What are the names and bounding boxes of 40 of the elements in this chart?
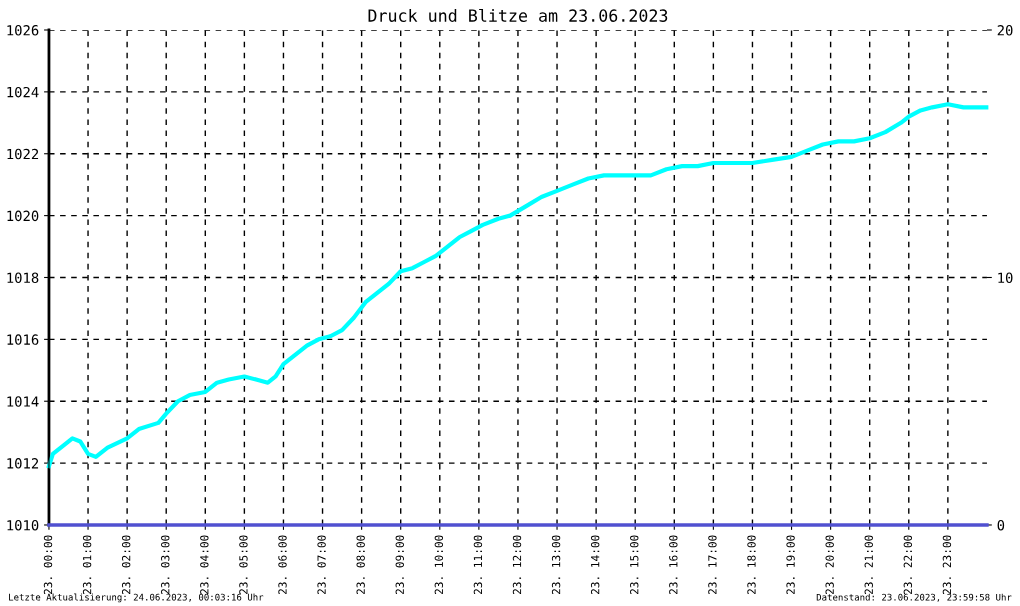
x-tick-label: 23. 13:00 bbox=[551, 535, 561, 595]
y2-tick-label: 10 bbox=[998, 272, 1013, 283]
chart-title: Druck und Blitze am 23.06.2023 bbox=[368, 8, 668, 22]
x-tick-label: 23. 03:00 bbox=[161, 535, 170, 595]
x-tick-label: 23. 11:00 bbox=[473, 535, 483, 595]
x-tick-label: 23. 22:00 bbox=[903, 535, 913, 595]
x-tick-label: 23. 15:00 bbox=[630, 535, 639, 595]
x-tick-label: 23. 18:00 bbox=[747, 535, 756, 595]
x-tick-label: 23. 00:00 bbox=[43, 535, 53, 595]
x-tick-label: 23. 02:00 bbox=[121, 535, 131, 595]
x-tick-label: 23. 01:00 bbox=[82, 535, 92, 595]
y-tick-label: 1012 bbox=[7, 458, 39, 469]
y-tick-label: 1026 bbox=[7, 25, 39, 36]
x-tick-label: 23. 16:00 bbox=[669, 535, 678, 595]
x-tick-label: 23. 14:00 bbox=[590, 535, 600, 595]
x-tick-label: 23. 04:00 bbox=[200, 535, 209, 595]
x-tick-label: 23. 08:00 bbox=[356, 535, 365, 595]
x-tick-label: 23. 09:00 bbox=[395, 535, 404, 595]
y-tick-label: 1022 bbox=[7, 148, 39, 160]
y-tick-label: 1016 bbox=[7, 334, 39, 345]
x-tick-label: 23. 10:00 bbox=[434, 535, 444, 595]
x-tick-label: 23. 19:00 bbox=[786, 535, 795, 595]
x-tick-label: 23. 20:00 bbox=[825, 535, 834, 595]
x-tick-label: 23. 06:00 bbox=[278, 535, 287, 595]
y2-tick-label: 0 bbox=[997, 519, 1005, 531]
y-tick-label: 1020 bbox=[7, 210, 39, 222]
x-tick-label: 23. 21:00 bbox=[864, 535, 873, 595]
x-tick-label: 23. 23:00 bbox=[942, 535, 952, 595]
y-tick-label: 1018 bbox=[7, 272, 39, 283]
x-tick-label: 23. 07:00 bbox=[317, 535, 326, 595]
y-tick-label: 1010 bbox=[7, 519, 39, 531]
text: Letzte Aktualisierung: 24.06.2023, 00:03:16 Uhr bbox=[9, 593, 264, 603]
y2-tick-label: 20 bbox=[997, 25, 1013, 36]
line-series bbox=[46, 102, 989, 469]
x-tick-label: 23. 17:00 bbox=[708, 535, 717, 595]
y-tick-label: 1014 bbox=[7, 396, 39, 407]
x-tick-label: 23. 05:00 bbox=[239, 535, 248, 595]
x-tick-label: 23. 12:00 bbox=[512, 535, 522, 595]
text: Datenstand: 23.06.2023, 23:59:58 Uhr bbox=[816, 593, 1012, 602]
y-tick-label: 1024 bbox=[7, 86, 39, 98]
